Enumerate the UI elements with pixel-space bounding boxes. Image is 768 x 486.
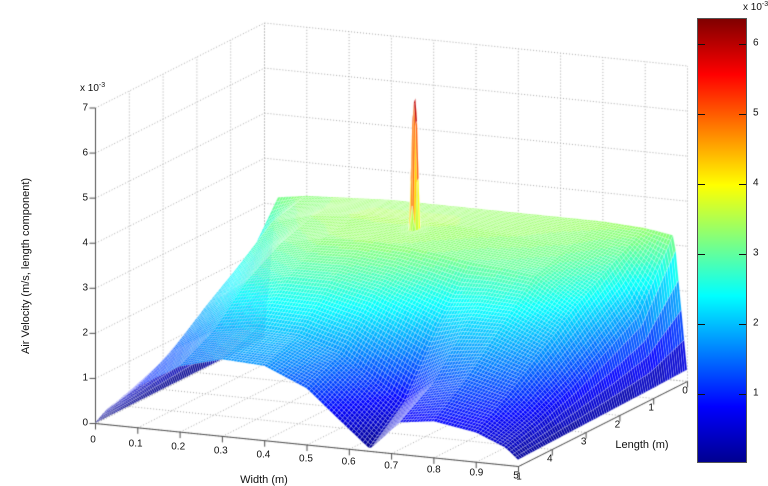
colorbar-tick-label: 3 — [753, 247, 759, 259]
colorbar-exponent: x 10-3 — [743, 1, 768, 13]
x-tick-label: 0.4 — [256, 449, 271, 461]
x-axis-label: Width (m) — [240, 474, 288, 486]
y-tick-label: 5 — [513, 470, 519, 482]
z-axis-label: Air Velocity (m/s, length component) — [20, 177, 32, 355]
z-tick-label: 1 — [82, 372, 88, 384]
x-tick-label: 0.8 — [426, 464, 441, 476]
colorbar-tick-mark — [739, 113, 746, 115]
x-tick-label: 0.5 — [299, 453, 313, 464]
z-tick-label: 3 — [82, 282, 88, 294]
colorbar-tick-label: 4 — [753, 177, 759, 189]
colorbar-exponent-base: x 10 — [743, 2, 762, 13]
z-tick-label: 5 — [82, 192, 88, 204]
x-tick-label: 0.1 — [128, 438, 143, 450]
y-tick-label: 4 — [547, 453, 553, 465]
z-axis-exponent-base: x 10 — [80, 83, 99, 94]
colorbar-tick-mark — [739, 253, 746, 255]
colorbar-exponent-power: -3 — [761, 1, 768, 8]
colorbar-tick-mark — [698, 43, 705, 45]
x-tick-label: 0.6 — [341, 456, 356, 468]
colorbar-tick-mark — [739, 393, 746, 395]
colorbar-tick-label: 6 — [753, 37, 759, 49]
colorbar-tick-mark — [698, 323, 705, 325]
y-tick-label: 2 — [614, 419, 621, 431]
colorbar-tick-mark — [698, 253, 705, 255]
colorbar — [697, 18, 747, 463]
z-axis-exponent-power: -3 — [98, 82, 106, 89]
y-tick-label: 3 — [580, 436, 587, 448]
colorbar-tick-label: 1 — [753, 387, 759, 399]
z-tick-label: 4 — [82, 237, 88, 249]
colorbar-tick-label: 5 — [753, 107, 759, 119]
colorbar-gradient — [698, 19, 746, 462]
colorbar-tick-mark — [739, 323, 746, 325]
colorbar-tick-label: 2 — [753, 317, 759, 329]
y-tick-label: 1 — [648, 402, 654, 414]
z-tick-label: 0 — [82, 417, 88, 429]
colorbar-tick-mark — [698, 113, 705, 115]
colorbar-tick-mark — [698, 393, 705, 395]
x-tick-label: 0 — [90, 434, 96, 446]
colorbar-tick-mark — [698, 183, 705, 185]
z-axis-exponent: x 10-3 — [80, 82, 106, 94]
x-tick-label: 0.9 — [469, 467, 484, 479]
z-tick-label: 6 — [82, 147, 88, 159]
y-axis-label: Length (m) — [615, 439, 669, 451]
x-tick-label: 1 — [516, 471, 522, 483]
colorbar-tick-mark — [739, 43, 746, 45]
z-tick-label: 7 — [82, 102, 88, 113]
y-tick-label: 0 — [682, 385, 688, 397]
x-tick-label: 0.2 — [171, 441, 186, 453]
colorbar-tick-mark — [739, 183, 746, 185]
z-tick-label: 2 — [82, 327, 88, 339]
x-tick-label: 0.3 — [213, 445, 228, 457]
x-tick-label: 0.7 — [384, 460, 399, 472]
